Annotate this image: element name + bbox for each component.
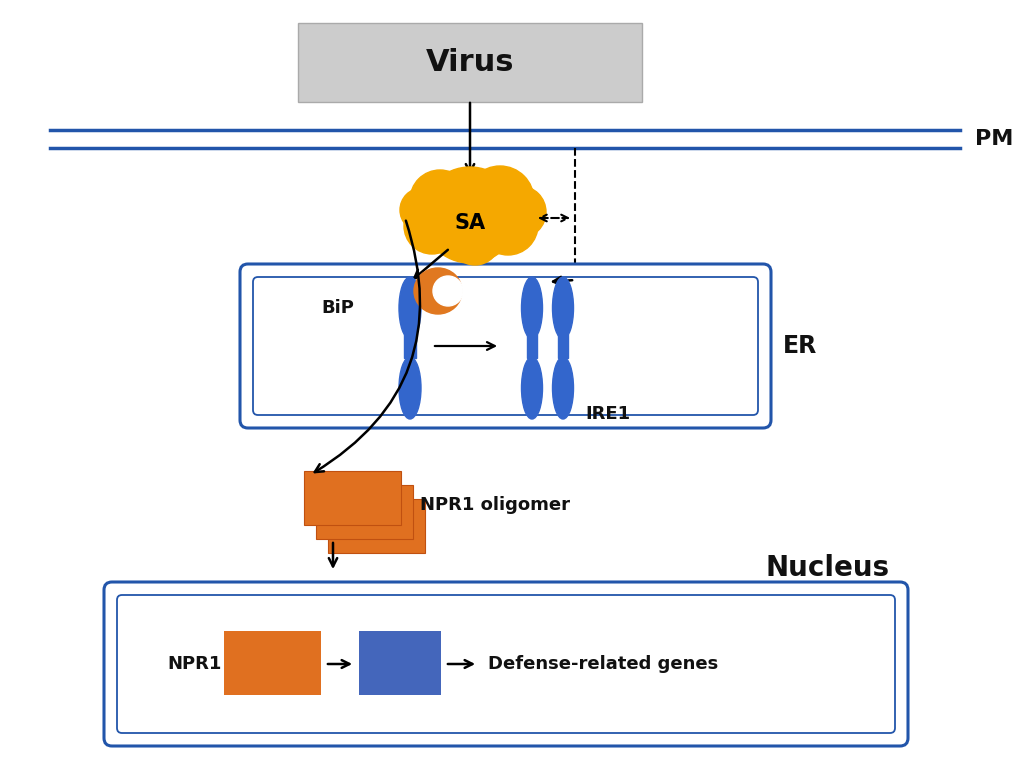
Circle shape	[400, 188, 444, 232]
Text: SA: SA	[455, 213, 486, 233]
Bar	[404, 334, 416, 358]
Circle shape	[478, 195, 538, 255]
FancyArrowPatch shape	[315, 221, 420, 472]
FancyBboxPatch shape	[104, 582, 908, 746]
Text: Virus: Virus	[426, 48, 514, 77]
Ellipse shape	[414, 268, 462, 314]
FancyBboxPatch shape	[328, 499, 425, 553]
Ellipse shape	[552, 357, 574, 419]
Text: ER: ER	[783, 334, 817, 358]
Bar	[558, 334, 568, 358]
Circle shape	[422, 167, 518, 263]
FancyBboxPatch shape	[240, 264, 771, 428]
Bar	[527, 334, 537, 358]
Circle shape	[450, 215, 500, 265]
Text: NPR1 oligomer: NPR1 oligomer	[420, 496, 570, 514]
Ellipse shape	[521, 277, 543, 339]
Text: NPR1: NPR1	[168, 655, 222, 673]
FancyBboxPatch shape	[316, 485, 413, 539]
Ellipse shape	[521, 357, 543, 419]
Text: Defense-related genes: Defense-related genes	[488, 655, 718, 673]
Ellipse shape	[399, 277, 421, 339]
FancyBboxPatch shape	[117, 595, 895, 733]
FancyBboxPatch shape	[304, 471, 401, 525]
Circle shape	[466, 166, 534, 234]
FancyBboxPatch shape	[253, 277, 758, 415]
Ellipse shape	[399, 357, 421, 419]
FancyBboxPatch shape	[359, 631, 441, 695]
Circle shape	[410, 170, 470, 230]
Ellipse shape	[552, 277, 574, 339]
Text: Nucleus: Nucleus	[766, 554, 890, 582]
Circle shape	[494, 186, 546, 238]
Ellipse shape	[433, 276, 463, 306]
Circle shape	[404, 198, 460, 254]
FancyBboxPatch shape	[298, 23, 642, 102]
Text: PM: PM	[975, 129, 1013, 149]
FancyBboxPatch shape	[224, 631, 321, 695]
Text: IRE1: IRE1	[585, 405, 630, 423]
Text: BiP: BiP	[321, 299, 354, 317]
